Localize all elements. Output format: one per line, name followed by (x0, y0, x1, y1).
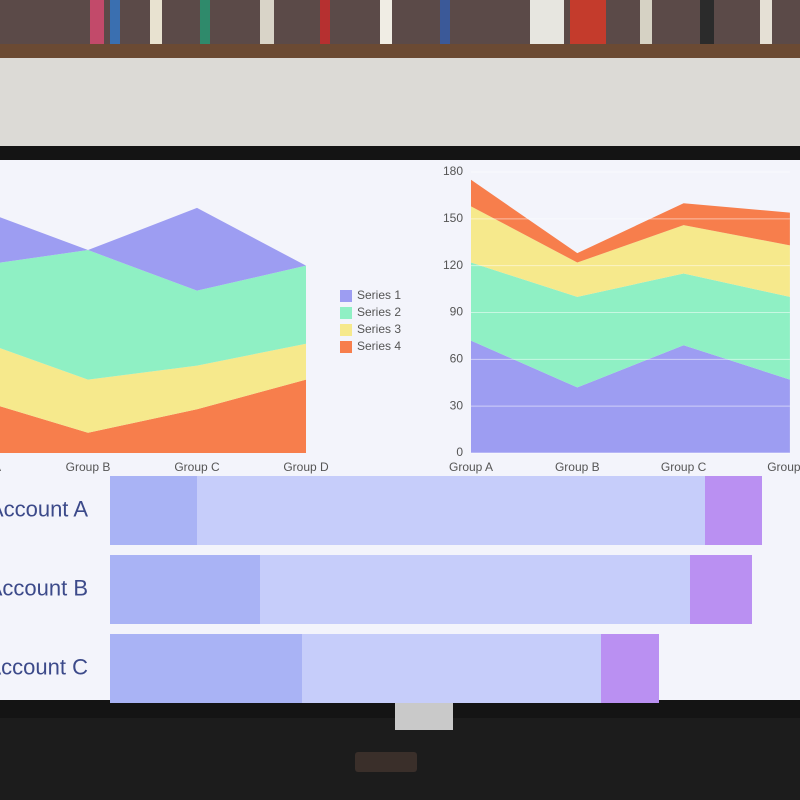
x-tick-label: Group A (0, 460, 1, 474)
area (0, 379, 306, 453)
legend-label: Series 4 (357, 339, 401, 353)
y-tick-label: 0 (456, 445, 463, 459)
y-tick-label: 180 (443, 164, 463, 178)
x-tick-label: Group C (661, 460, 707, 474)
area (471, 262, 790, 388)
y-tick-label: 150 (443, 211, 463, 225)
legend-label: Series 2 (357, 305, 401, 319)
x-tick-label: Group A (449, 460, 493, 474)
bar-segment (302, 634, 601, 703)
books (0, 0, 800, 46)
device (355, 752, 417, 772)
x-tick-label: Group D (283, 460, 329, 474)
y-tick-label: 90 (450, 305, 464, 319)
legend-label: Series 1 (357, 288, 401, 302)
legend-swatch (340, 341, 352, 353)
tv-foot (395, 700, 453, 730)
bar-segment (690, 555, 752, 624)
area (0, 343, 306, 433)
y-tick-label: 120 (443, 258, 463, 272)
area (0, 207, 306, 291)
bar-segment (110, 634, 302, 703)
bar-segment (260, 555, 690, 624)
x-tick-label: Group B (555, 460, 600, 474)
y-tick-label: 30 (450, 398, 464, 412)
bar-segment (197, 476, 705, 545)
legend-swatch (340, 307, 352, 319)
legend-swatch (340, 324, 352, 336)
book-spines (90, 0, 772, 44)
shelf (0, 44, 800, 58)
x-tick-label: Group C (174, 460, 220, 474)
x-tick-label: Group D (767, 460, 800, 474)
bar-segment (110, 555, 260, 624)
area (471, 206, 790, 297)
area (0, 250, 306, 380)
legend-label: Series 3 (357, 322, 401, 336)
legend-swatch (340, 290, 352, 302)
bar-segment (705, 476, 762, 545)
bar-segment (601, 634, 659, 703)
charts: Group A Group B Group C Group D Series 1 Seri… (0, 164, 800, 703)
bar-segment (110, 476, 197, 545)
area (471, 179, 790, 263)
x-tick-label: Group B (66, 460, 111, 474)
area (471, 340, 790, 453)
y-tick-label: 60 (450, 352, 464, 366)
